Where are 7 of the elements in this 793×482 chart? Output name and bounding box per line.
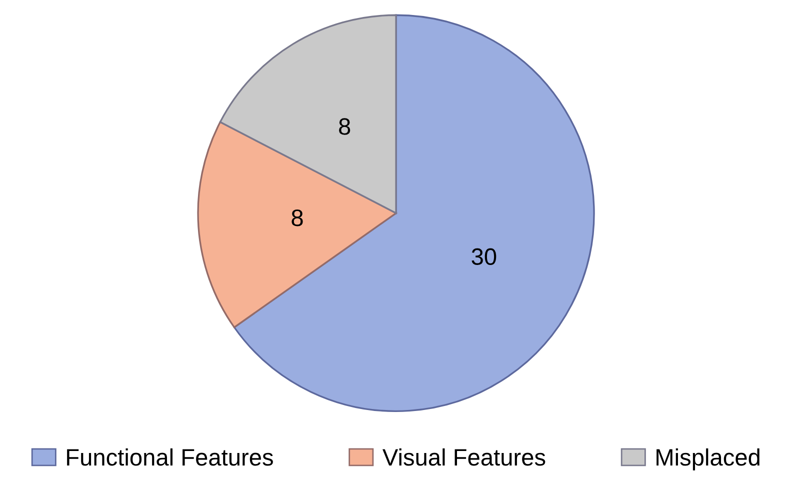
pie-slice: [233, 14, 595, 412]
data-label: 8: [339, 118, 350, 135]
data-label: 8: [292, 210, 303, 226]
legend-label: Functional Features: [67, 448, 273, 466]
data-label: 30: [472, 248, 496, 266]
legend-label: Visual Features: [382, 448, 546, 466]
legend-label: Misplaced: [656, 448, 760, 470]
